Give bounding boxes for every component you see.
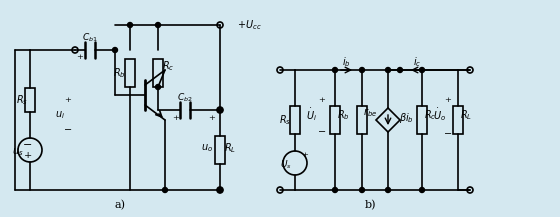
Text: $R_b$: $R_b$ bbox=[337, 108, 349, 122]
Text: −: − bbox=[444, 130, 452, 140]
Text: +: + bbox=[302, 151, 309, 159]
Text: +: + bbox=[77, 53, 83, 61]
Text: $R_s$: $R_s$ bbox=[279, 113, 291, 127]
Text: +: + bbox=[208, 114, 216, 122]
Bar bbox=[290, 106, 300, 134]
Circle shape bbox=[360, 187, 365, 192]
Bar bbox=[357, 106, 367, 134]
Text: $R_L$: $R_L$ bbox=[224, 141, 236, 155]
Circle shape bbox=[333, 67, 338, 72]
Bar bbox=[25, 88, 35, 112]
Circle shape bbox=[385, 67, 390, 72]
Circle shape bbox=[156, 23, 161, 28]
Bar bbox=[417, 106, 427, 134]
Circle shape bbox=[217, 107, 222, 112]
Text: $C_{b1}$: $C_{b1}$ bbox=[82, 32, 98, 44]
Circle shape bbox=[385, 187, 390, 192]
Text: $u_i$: $u_i$ bbox=[55, 109, 65, 121]
Bar bbox=[153, 59, 163, 87]
Bar bbox=[330, 106, 340, 134]
Text: $R_L$: $R_L$ bbox=[460, 108, 472, 122]
Text: $R_c$: $R_c$ bbox=[424, 108, 436, 122]
Text: $C_{b2}$: $C_{b2}$ bbox=[177, 92, 193, 104]
Circle shape bbox=[156, 84, 161, 89]
Text: $i_c$: $i_c$ bbox=[413, 55, 421, 69]
Circle shape bbox=[217, 187, 222, 192]
Circle shape bbox=[360, 67, 365, 72]
Circle shape bbox=[113, 48, 118, 53]
Text: $+U_{cc}$: $+U_{cc}$ bbox=[237, 18, 262, 32]
Text: $\dot{U}_s$: $\dot{U}_s$ bbox=[280, 155, 292, 171]
Text: +: + bbox=[445, 96, 451, 104]
Text: $R_b$: $R_b$ bbox=[113, 66, 125, 80]
Text: $R_s$: $R_s$ bbox=[16, 93, 28, 107]
Text: b): b) bbox=[364, 200, 376, 210]
Text: $\dot{U}_o$: $\dot{U}_o$ bbox=[433, 107, 446, 123]
Bar bbox=[215, 136, 225, 164]
Text: +: + bbox=[319, 96, 325, 104]
Text: $\dot{U}_i$: $\dot{U}_i$ bbox=[306, 107, 318, 123]
Text: $u_o$: $u_o$ bbox=[201, 142, 213, 154]
Bar bbox=[125, 59, 135, 87]
Text: +: + bbox=[172, 114, 179, 122]
Text: a): a) bbox=[114, 200, 125, 210]
Text: $\beta i_b$: $\beta i_b$ bbox=[399, 111, 413, 125]
Text: $u_s$: $u_s$ bbox=[12, 146, 24, 158]
Circle shape bbox=[162, 187, 167, 192]
Bar bbox=[453, 106, 463, 134]
Text: $R_c$: $R_c$ bbox=[162, 59, 174, 73]
Text: −: − bbox=[64, 125, 72, 135]
Circle shape bbox=[128, 23, 133, 28]
Text: $r_{be}$: $r_{be}$ bbox=[363, 107, 377, 119]
Text: +: + bbox=[24, 151, 32, 159]
Circle shape bbox=[398, 67, 403, 72]
Text: −: − bbox=[318, 128, 326, 138]
Circle shape bbox=[419, 67, 424, 72]
Circle shape bbox=[419, 187, 424, 192]
Text: +: + bbox=[64, 96, 72, 104]
Text: −: − bbox=[24, 140, 32, 150]
Circle shape bbox=[333, 187, 338, 192]
Text: $i_b$: $i_b$ bbox=[342, 55, 351, 69]
